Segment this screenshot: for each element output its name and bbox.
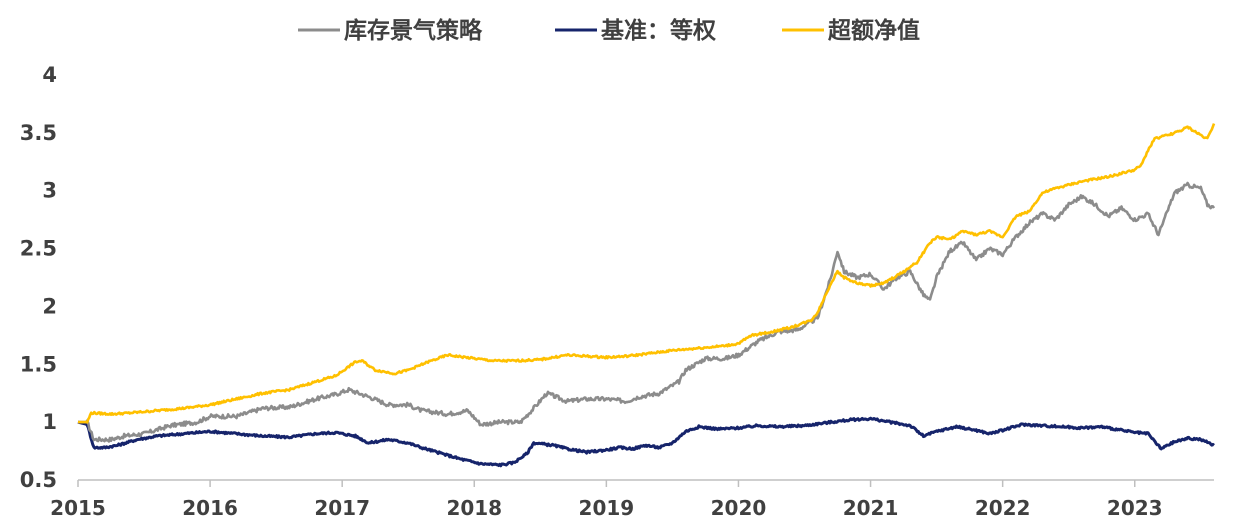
legend: 库存景气策略 基准：等权 超额净值: [298, 17, 920, 44]
series-line-1: [77, 416, 1215, 468]
y-tick-label: 3: [42, 179, 57, 203]
x-tick-label: 2016: [182, 496, 238, 520]
y-tick-label: 1.5: [20, 352, 57, 376]
legend-label-series-2: 超额净值: [828, 17, 920, 44]
legend-label-series-0: 库存景气策略: [344, 17, 483, 44]
x-tick-label: 2015: [50, 496, 106, 520]
series-line-2: [77, 123, 1216, 424]
x-tick-label: 2018: [446, 496, 502, 520]
y-tick-label: 2: [42, 294, 57, 318]
series-line-0: [77, 181, 1216, 443]
y-tick-label: 2.5: [20, 237, 57, 261]
y-tick-label: 1: [42, 410, 57, 434]
y-axis: 0.5 1 1.5 2 2.5 3 3.5 4: [20, 63, 57, 492]
y-tick-label: 4: [42, 63, 57, 87]
x-tick-label: 2019: [579, 496, 635, 520]
x-tick-label: 2022: [975, 496, 1031, 520]
y-tick-label: 3.5: [20, 121, 57, 145]
y-tick-label: 0.5: [20, 468, 57, 492]
legend-label-series-1: 基准：等权: [601, 17, 716, 44]
x-axis: 2015 2016 2017 2018 2019 2020 2021 2022 2023: [50, 479, 1214, 520]
series-layer: [77, 123, 1216, 468]
x-tick-label: 2021: [843, 496, 899, 520]
x-tick-label: 2020: [711, 496, 767, 520]
x-tick-label: 2017: [314, 496, 370, 520]
x-tick-label: 2023: [1107, 496, 1163, 520]
